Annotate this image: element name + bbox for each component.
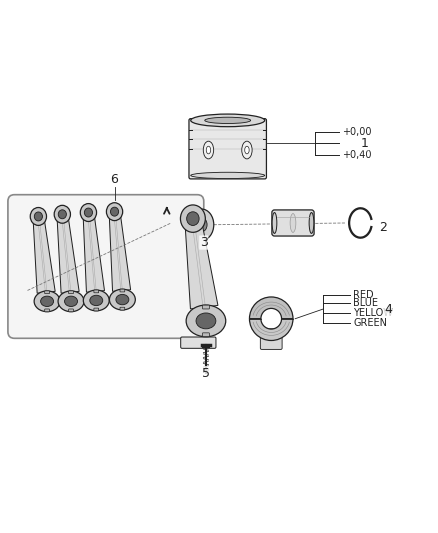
Ellipse shape — [272, 213, 277, 233]
Ellipse shape — [30, 207, 46, 225]
FancyBboxPatch shape — [120, 307, 125, 310]
Polygon shape — [83, 217, 105, 292]
Text: 4: 4 — [384, 303, 392, 316]
Ellipse shape — [85, 208, 92, 217]
Ellipse shape — [41, 296, 53, 306]
Polygon shape — [33, 222, 55, 293]
Text: 2: 2 — [380, 221, 388, 234]
Text: 1: 1 — [361, 137, 369, 150]
Ellipse shape — [245, 146, 249, 154]
FancyBboxPatch shape — [69, 291, 74, 294]
FancyBboxPatch shape — [202, 305, 209, 309]
Ellipse shape — [196, 313, 216, 329]
Ellipse shape — [64, 296, 78, 306]
Text: YELLOW: YELLOW — [353, 308, 393, 318]
FancyBboxPatch shape — [45, 291, 49, 294]
Ellipse shape — [80, 204, 96, 222]
Ellipse shape — [191, 114, 265, 127]
Text: 6: 6 — [111, 173, 119, 186]
Polygon shape — [110, 217, 131, 292]
Polygon shape — [185, 226, 218, 309]
Ellipse shape — [58, 210, 67, 219]
Ellipse shape — [34, 291, 60, 312]
Text: GREEN: GREEN — [353, 318, 387, 328]
Ellipse shape — [110, 207, 119, 216]
FancyBboxPatch shape — [94, 290, 99, 293]
FancyBboxPatch shape — [8, 195, 204, 338]
Ellipse shape — [205, 117, 251, 124]
Text: RED: RED — [353, 290, 374, 300]
Text: +0,40: +0,40 — [342, 150, 372, 160]
Ellipse shape — [196, 217, 207, 232]
Ellipse shape — [290, 214, 296, 232]
Ellipse shape — [187, 212, 199, 225]
Ellipse shape — [58, 291, 84, 312]
Wedge shape — [250, 297, 293, 319]
FancyBboxPatch shape — [189, 119, 266, 179]
Ellipse shape — [242, 141, 252, 159]
FancyBboxPatch shape — [45, 309, 49, 312]
Ellipse shape — [90, 295, 103, 305]
Ellipse shape — [106, 203, 123, 221]
Text: 3: 3 — [200, 236, 208, 249]
FancyBboxPatch shape — [69, 309, 74, 312]
FancyBboxPatch shape — [260, 329, 282, 350]
Ellipse shape — [110, 289, 135, 310]
Ellipse shape — [83, 290, 109, 311]
Ellipse shape — [180, 205, 205, 232]
FancyBboxPatch shape — [120, 289, 125, 292]
Ellipse shape — [203, 141, 214, 159]
FancyBboxPatch shape — [181, 337, 216, 349]
Text: 5: 5 — [202, 367, 210, 379]
Text: +0,00: +0,00 — [342, 126, 372, 136]
Circle shape — [199, 222, 204, 227]
Ellipse shape — [309, 213, 314, 233]
Ellipse shape — [54, 205, 71, 223]
Polygon shape — [57, 220, 79, 293]
Text: BLUE: BLUE — [353, 298, 378, 309]
Ellipse shape — [191, 172, 265, 179]
Ellipse shape — [206, 146, 211, 154]
Wedge shape — [250, 319, 293, 341]
FancyBboxPatch shape — [94, 308, 99, 311]
FancyBboxPatch shape — [202, 333, 209, 337]
FancyBboxPatch shape — [272, 210, 314, 236]
Ellipse shape — [189, 209, 214, 240]
Ellipse shape — [186, 305, 226, 337]
Ellipse shape — [116, 294, 129, 305]
Ellipse shape — [34, 212, 42, 221]
